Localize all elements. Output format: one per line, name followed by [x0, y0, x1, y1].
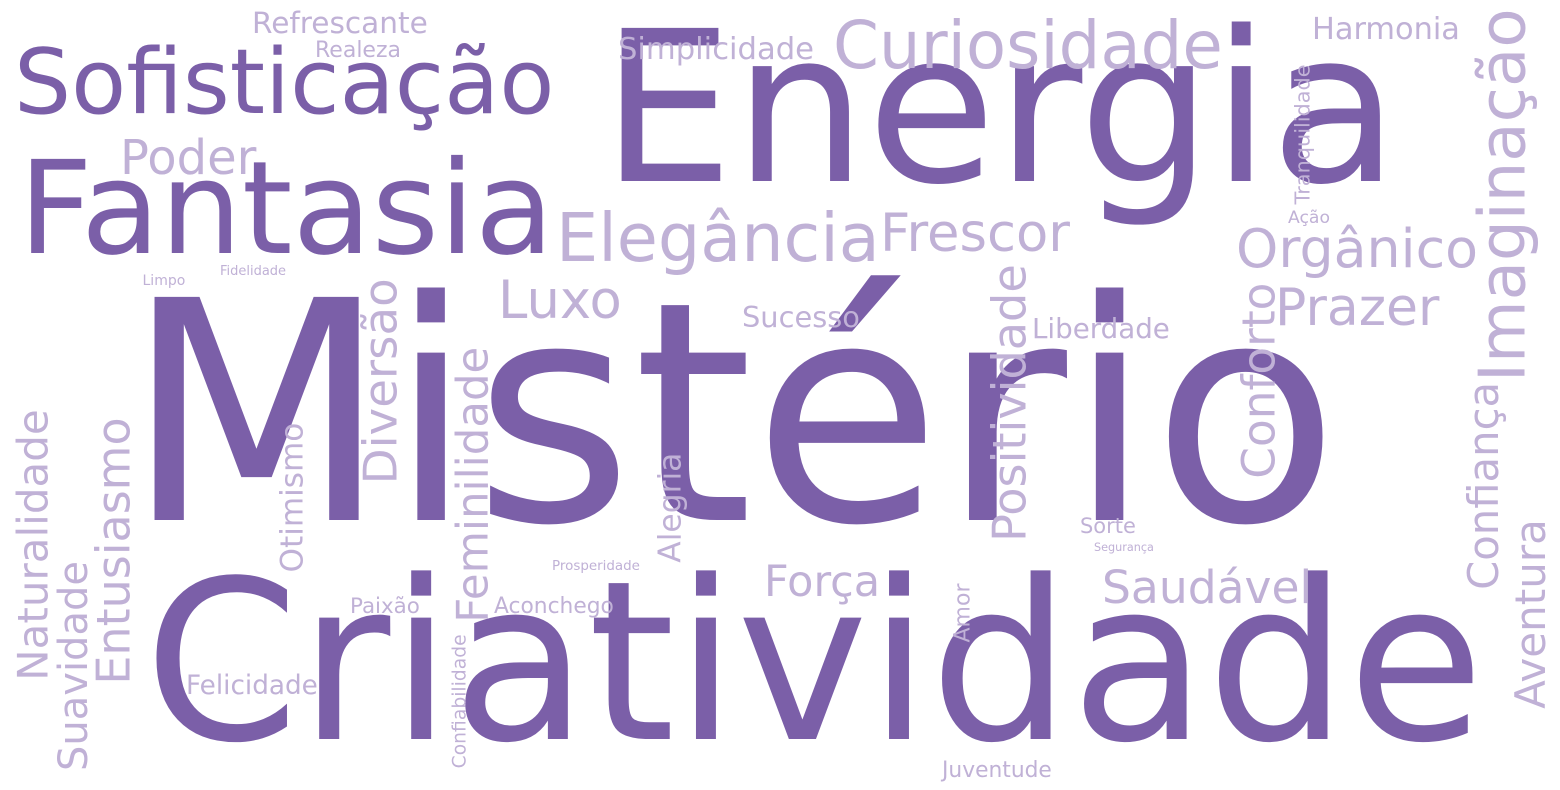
word-aconchego: Aconchego — [494, 594, 614, 619]
word-luxo: Luxo — [498, 269, 622, 331]
word-refrescante: Refrescante — [252, 6, 428, 40]
word-imaginacao: Imaginação — [1465, 8, 1541, 382]
word-conforto: Conforto — [1232, 282, 1286, 479]
word-acao: Ação — [1288, 207, 1330, 228]
word-confianca: Confiança — [1459, 381, 1509, 590]
word-criatividade: Criatividade — [144, 534, 1485, 790]
word-energia: Energia — [601, 0, 1399, 231]
word-entusiasmo: Entusiasmo — [86, 417, 141, 685]
word-fantasia: Fantasia — [18, 133, 554, 284]
word-alegria: Alegria — [652, 452, 689, 563]
word-realeza: Realeza — [315, 38, 401, 63]
word-confiabilidade: Confiabilidade — [449, 633, 471, 768]
word-frescor: Frescor — [880, 202, 1070, 264]
word-misterio: Mistério — [124, 237, 1340, 593]
word-juventude: Juventude — [942, 758, 1052, 783]
word-sorte: Sorte — [1080, 513, 1136, 538]
word-tranquilidade: Tranquilidade — [1290, 63, 1315, 204]
word-elegancia: Elegância — [556, 198, 880, 277]
word-otimismo: Otimismo — [274, 422, 311, 572]
word-saudavel: Saudável — [1102, 561, 1313, 614]
word-aventura: Aventura — [1505, 519, 1555, 709]
word-seguranca: Segurança — [1094, 540, 1154, 554]
word-sucesso: Sucesso — [742, 299, 860, 334]
word-felicidade: Felicidade — [186, 671, 318, 701]
word-liberdade: Liberdade — [1032, 312, 1170, 345]
word-paixao: Paixão — [350, 593, 420, 619]
word-simplicidade: Simplicidade — [618, 31, 814, 67]
word-harmonia: Harmonia — [1312, 12, 1460, 47]
word-naturalidade: Naturalidade — [8, 409, 58, 681]
word-suavidade: Suavidade — [50, 561, 97, 771]
word-fidelidade: Fidelidade — [220, 263, 287, 279]
word-curiosidade: Curiosidade — [833, 7, 1223, 84]
word-diversao: Diversão — [354, 277, 409, 484]
word-positividade: Positividade — [982, 264, 1037, 542]
word-prazer: Prazer — [1275, 278, 1440, 338]
word-feminilidade: Feminilidade — [448, 346, 499, 623]
word-organico: Orgânico — [1236, 217, 1479, 280]
word-sofisticacao: Sofisticação — [14, 30, 555, 135]
word-forca: Força — [764, 556, 881, 607]
word-prosperidade: Prosperidade — [552, 558, 640, 574]
word-amor: Amor — [950, 583, 975, 643]
word-poder: Poder — [120, 130, 257, 186]
word-limpo: Limpo — [142, 273, 186, 289]
